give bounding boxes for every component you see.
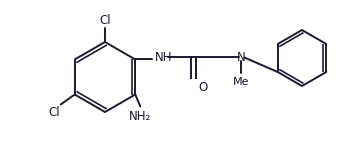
Text: Cl: Cl <box>99 14 111 27</box>
Text: NH: NH <box>155 51 173 64</box>
Text: Cl: Cl <box>48 106 60 120</box>
Text: O: O <box>198 82 208 95</box>
Text: N: N <box>237 51 246 64</box>
Text: Me: Me <box>233 78 249 88</box>
Text: NH₂: NH₂ <box>129 109 151 122</box>
